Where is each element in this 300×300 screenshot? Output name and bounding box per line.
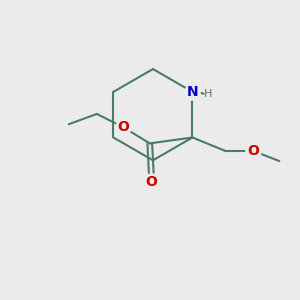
Text: N: N: [187, 85, 198, 99]
Text: O: O: [145, 175, 157, 189]
Text: O: O: [117, 120, 129, 134]
Text: H: H: [204, 89, 212, 99]
Text: O: O: [247, 144, 259, 158]
